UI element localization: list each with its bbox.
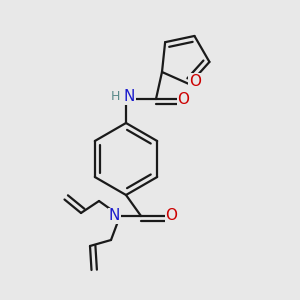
Text: N: N xyxy=(109,208,120,224)
Text: O: O xyxy=(189,74,201,89)
Text: H: H xyxy=(111,90,120,103)
Text: N: N xyxy=(124,89,135,104)
Text: O: O xyxy=(178,92,190,106)
Text: O: O xyxy=(166,208,178,224)
